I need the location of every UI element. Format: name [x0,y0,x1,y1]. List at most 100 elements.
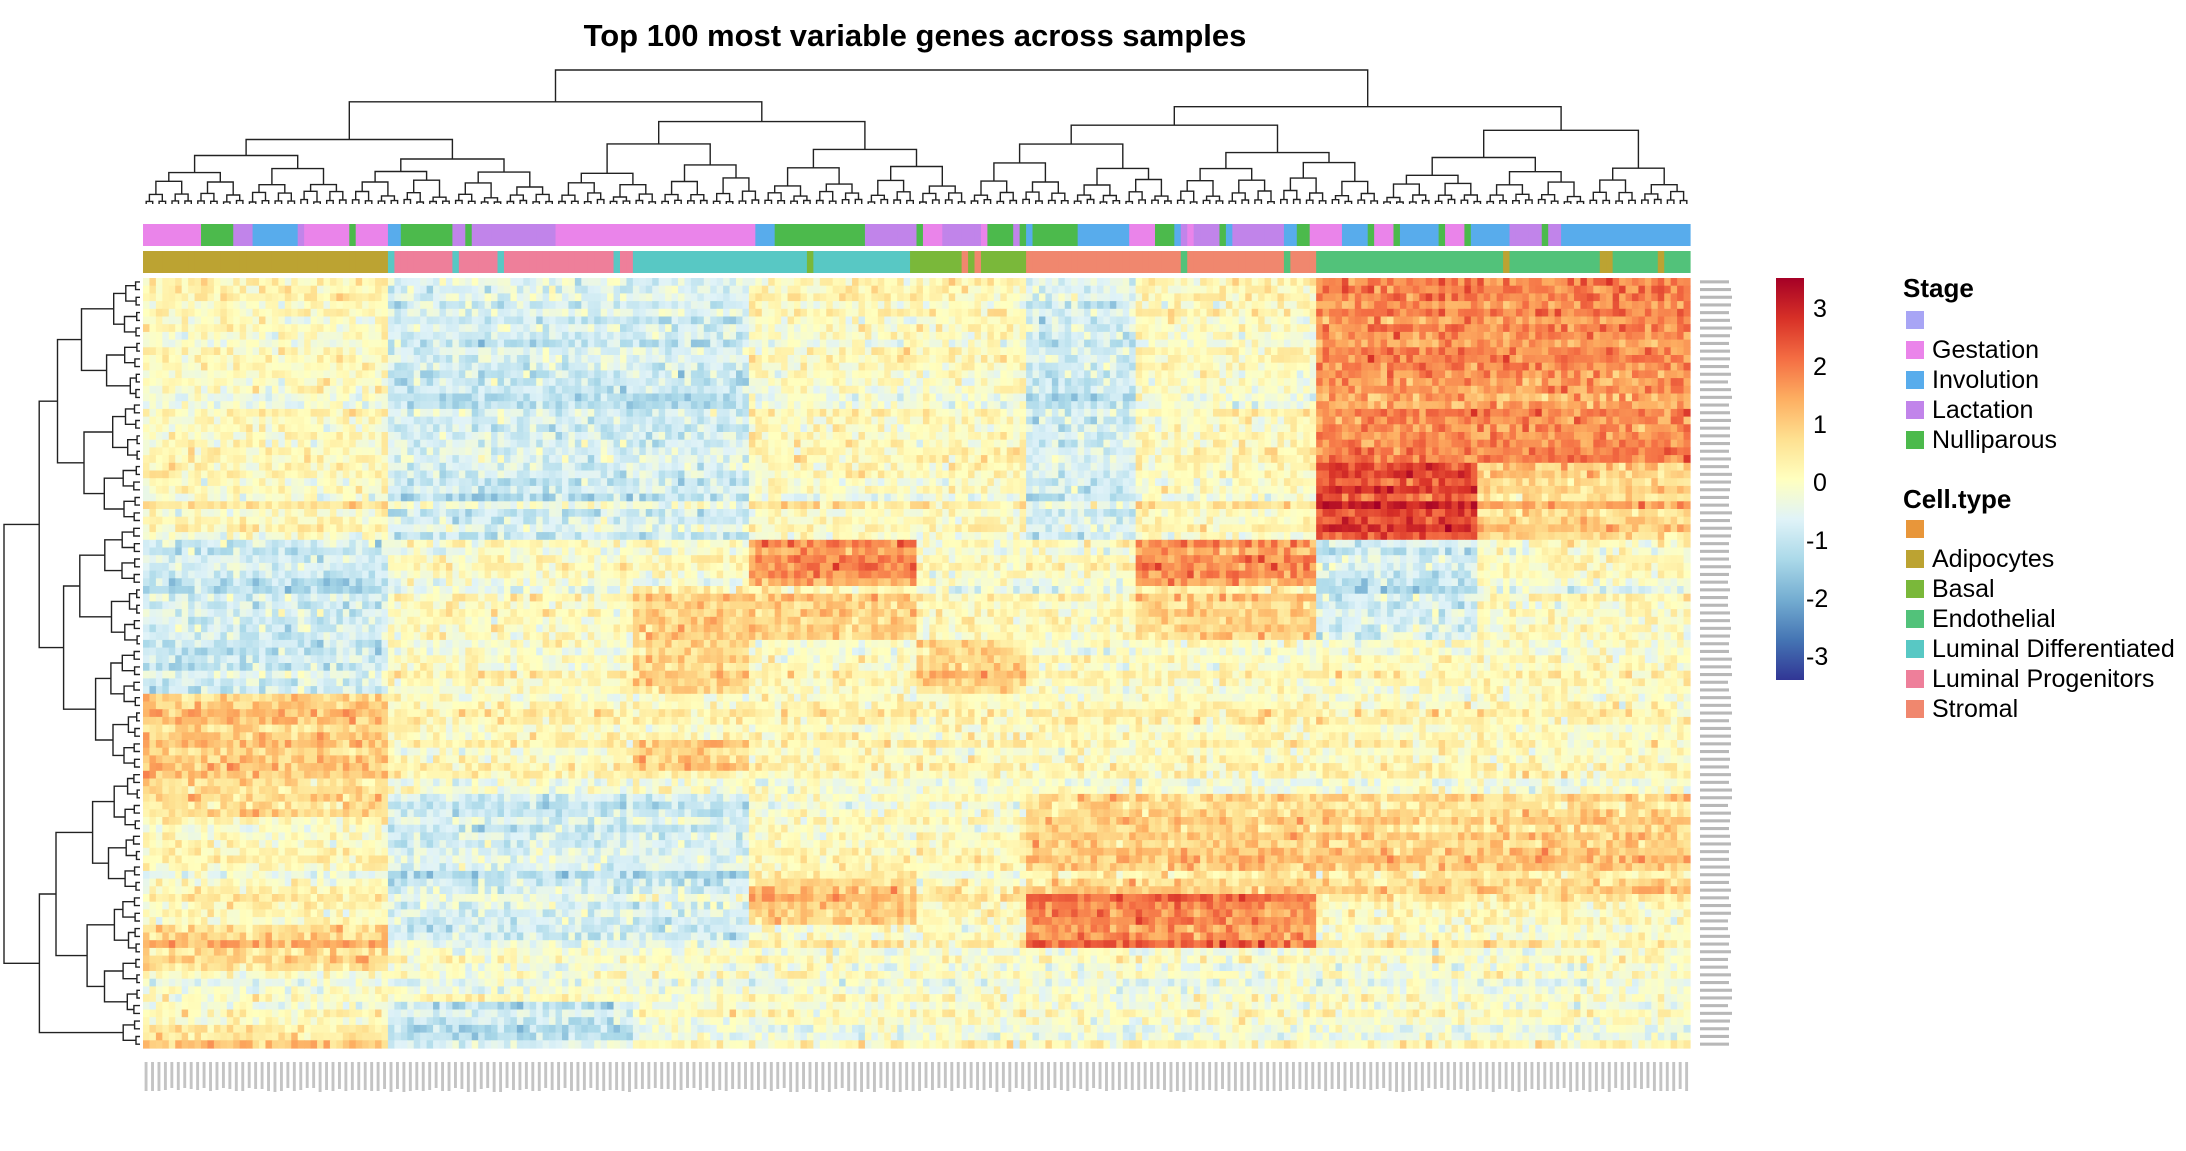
cell-type-annotation-cell [639,251,646,273]
heatmap-cell [1181,301,1188,309]
cell-type-annotation-cell [987,251,994,273]
heatmap-cell [291,363,298,371]
heatmap-cell [259,278,266,286]
heatmap-cell [607,286,614,294]
stage-annotation-cell [768,224,775,246]
heatmap-cell [1078,324,1085,332]
heatmap-cell [710,370,717,378]
heatmap-cell [1426,278,1433,286]
heatmap-cell [1219,401,1226,409]
heatmap-cell [1406,378,1413,386]
heatmap-cell [858,370,865,378]
heatmap-cell [781,301,788,309]
heatmap-cell [1058,317,1065,325]
heatmap-cell [1097,293,1104,301]
heatmap-cell [1355,386,1362,394]
heatmap-cell [1078,363,1085,371]
heatmap-cell [1290,286,1297,294]
heatmap-cell [1316,278,1323,286]
heatmap-cell [465,340,472,348]
heatmap-cell [1387,386,1394,394]
cell-type-annotation-cell [626,251,633,273]
heatmap-cell [1619,309,1626,317]
heatmap-cell [1671,332,1678,340]
heatmap-cell [755,278,762,286]
heatmap-cell [1477,293,1484,301]
heatmap-cell [1606,301,1613,309]
stage-annotation-cell [1548,224,1555,246]
heatmap-cell [1155,340,1162,348]
heatmap-cell [736,301,743,309]
heatmap-cell [646,340,653,348]
heatmap-cell [1651,286,1658,294]
heatmap-cell [962,340,969,348]
heatmap-cell [427,347,434,355]
heatmap-cell [227,370,234,378]
heatmap-cell [1123,340,1130,348]
heatmap-cell [504,386,511,394]
heatmap-cell [1600,332,1607,340]
stage-annotation-cell [691,224,698,246]
heatmap-cell [1181,347,1188,355]
heatmap-cell [594,332,601,340]
heatmap-cell [813,278,820,286]
heatmap-cell [1393,347,1400,355]
heatmap-cell [1155,363,1162,371]
heatmap-cell [1045,417,1052,425]
heatmap-cell [323,409,330,417]
heatmap-cell [897,301,904,309]
heatmap-cell [626,301,633,309]
heatmap-cell [1181,401,1188,409]
heatmap-cell [459,355,466,363]
heatmap-cell [1207,355,1214,363]
heatmap-cell [1561,394,1568,402]
heatmap-cell [240,409,247,417]
heatmap-cell [833,370,840,378]
heatmap-cell [1194,355,1201,363]
heatmap-cell [1091,401,1098,409]
heatmap-cell [323,332,330,340]
heatmap-cell [1632,301,1639,309]
heatmap-cell [1529,286,1536,294]
heatmap-cell [1619,363,1626,371]
heatmap-cell [1258,363,1265,371]
heatmap-cell [704,370,711,378]
heatmap-cell [556,278,563,286]
heatmap-cell [1007,417,1014,425]
heatmap-cell [1445,278,1452,286]
heatmap-cell [1638,324,1645,332]
cell-type-annotation-cell [1297,251,1304,273]
heatmap-cell [1329,309,1336,317]
stage-annotation-cell [1277,224,1284,246]
heatmap-cell [1161,309,1168,317]
heatmap-cell [530,355,537,363]
stage-annotation-cell [1374,224,1381,246]
heatmap-cell [781,324,788,332]
heatmap-cell [626,293,633,301]
heatmap-cell [813,293,820,301]
heatmap-cell [162,324,169,332]
heatmap-cell [1058,355,1065,363]
heatmap-cell [1116,301,1123,309]
heatmap-cell [646,286,653,294]
heatmap-cell [1000,417,1007,425]
heatmap-cell [433,347,440,355]
heatmap-cell [871,317,878,325]
heatmap-cell [1219,386,1226,394]
heatmap-cell [517,363,524,371]
heatmap-cell [749,417,756,425]
heatmap-cell [1149,309,1156,317]
heatmap-cell [762,355,769,363]
heatmap-cell [788,409,795,417]
heatmap-cell [1381,278,1388,286]
heatmap-cell [1484,278,1491,286]
heatmap-cell [388,301,395,309]
heatmap-cell [1580,347,1587,355]
heatmap-cell [568,355,575,363]
stage-annotation-cell [607,224,614,246]
heatmap-cell [1123,332,1130,340]
heatmap-cell [156,401,163,409]
heatmap-cell [394,347,401,355]
heatmap-cell [1078,332,1085,340]
heatmap-cell [897,286,904,294]
